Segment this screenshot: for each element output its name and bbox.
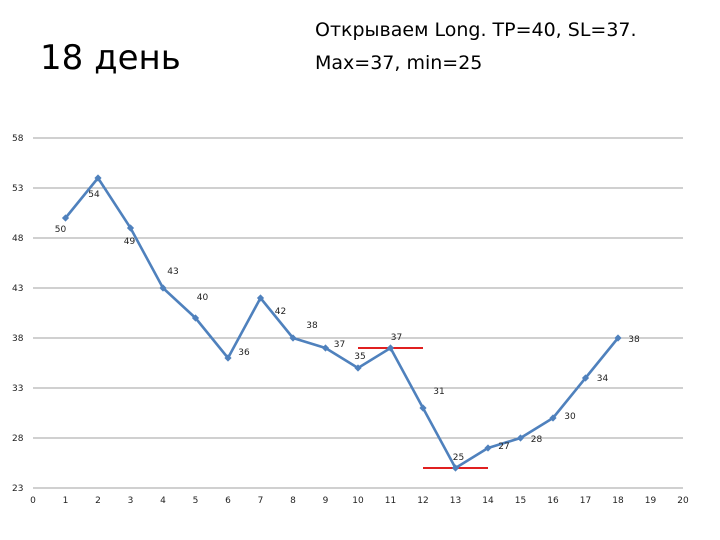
data-label-8: 38 [306, 321, 318, 331]
data-label-16: 30 [564, 412, 576, 422]
y-tick-label-23: 23 [12, 484, 23, 494]
y-tick-label-43: 43 [12, 284, 23, 294]
x-tick-label-1: 1 [63, 496, 69, 506]
data-label-17: 34 [597, 374, 609, 384]
x-tick-label-19: 19 [645, 496, 657, 506]
data-label-3: 49 [124, 237, 136, 247]
x-tick-label-14: 14 [482, 496, 494, 506]
x-tick-label-5: 5 [193, 496, 199, 506]
data-label-1: 50 [55, 225, 67, 235]
x-tick-label-7: 7 [258, 496, 264, 506]
x-tick-label-20: 20 [677, 496, 689, 506]
x-tick-label-12: 12 [417, 496, 428, 506]
x-tick-label-0: 0 [30, 496, 36, 506]
data-label-13: 25 [453, 453, 464, 463]
y-tick-labels: 23 28 33 38 43 48 53 58 [12, 134, 24, 494]
x-tick-label-9: 9 [323, 496, 329, 506]
x-tick-label-8: 8 [290, 496, 296, 506]
x-tick-label-6: 6 [225, 496, 231, 506]
series-line [66, 178, 619, 468]
data-label-9: 37 [334, 340, 345, 350]
data-label-15: 28 [531, 435, 543, 445]
x-tick-label-16: 16 [547, 496, 559, 506]
data-label-5: 40 [197, 293, 209, 303]
data-label-4: 43 [167, 267, 178, 277]
x-tick-label-11: 11 [385, 496, 396, 506]
x-tick-label-13: 13 [450, 496, 461, 506]
y-tick-label-48: 48 [12, 234, 24, 244]
x-tick-label-2: 2 [95, 496, 101, 506]
data-label-11: 37 [391, 333, 402, 343]
x-tick-label-10: 10 [352, 496, 364, 506]
x-tick-label-4: 4 [160, 496, 166, 506]
grid-lines [33, 138, 683, 488]
data-label-7: 42 [275, 307, 286, 317]
y-tick-label-28: 28 [12, 434, 24, 444]
data-label-12: 31 [433, 387, 444, 397]
x-tick-label-18: 18 [612, 496, 624, 506]
data-label-14: 27 [498, 442, 509, 452]
x-tick-labels: 01234567891011121314151617181920 [30, 496, 689, 506]
data-label-10: 35 [354, 352, 365, 362]
y-tick-label-58: 58 [12, 134, 24, 144]
y-tick-label-38: 38 [12, 334, 24, 344]
data-labels: 50 54 49 43 40 36 42 38 37 35 37 31 25 27 28 30 34 38 [55, 190, 640, 463]
x-tick-label-15: 15 [515, 496, 526, 506]
x-tick-label-17: 17 [580, 496, 591, 506]
y-tick-label-53: 53 [12, 184, 23, 194]
data-label-18: 38 [628, 335, 640, 345]
y-tick-label-33: 33 [12, 384, 23, 394]
x-tick-label-3: 3 [128, 496, 134, 506]
data-label-2: 54 [88, 190, 100, 200]
data-label-6: 36 [238, 348, 250, 358]
